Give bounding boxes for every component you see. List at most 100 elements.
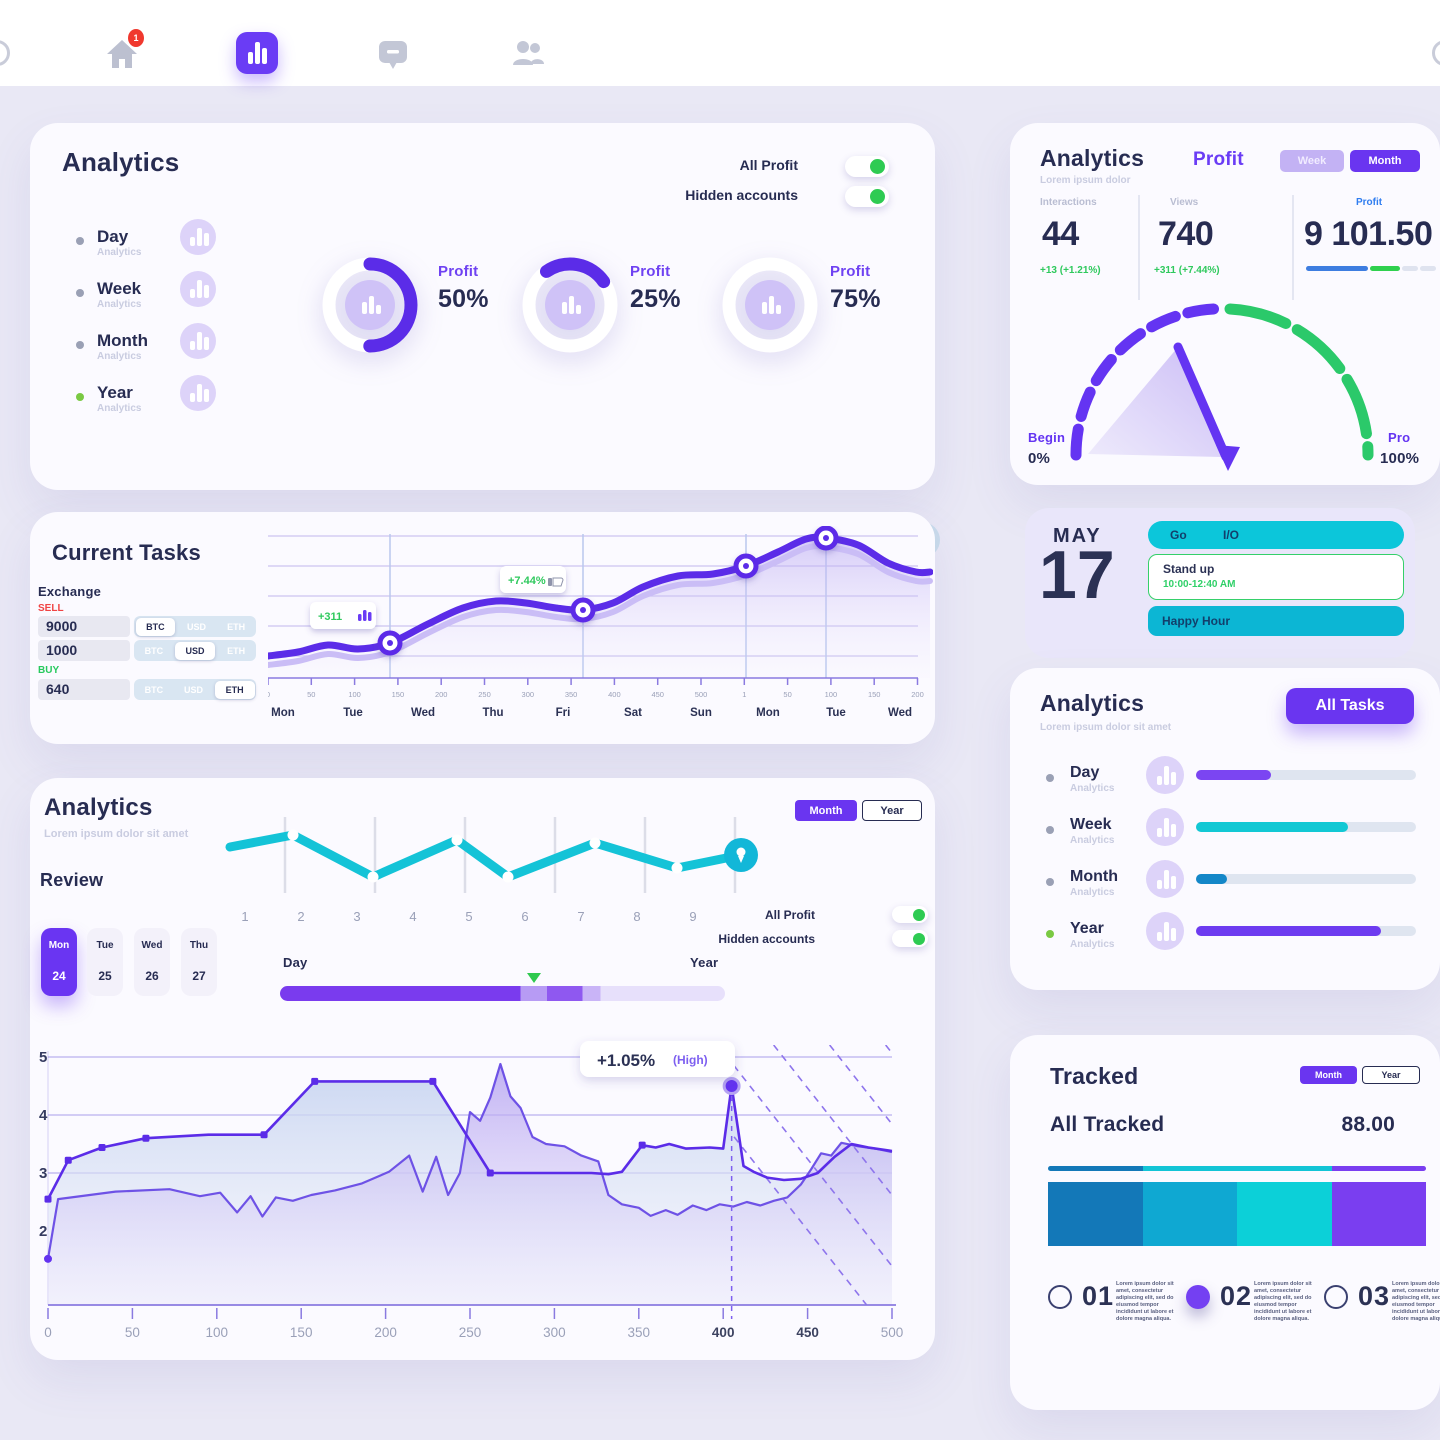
tracked-stacked-bar <box>1048 1182 1426 1246</box>
radio-unselected[interactable] <box>1324 1285 1348 1309</box>
svg-text:0: 0 <box>268 690 270 699</box>
svg-text:2: 2 <box>39 1223 47 1240</box>
users-icon <box>513 41 544 65</box>
day-name: Mon <box>48 940 70 951</box>
svg-text:3: 3 <box>39 1165 47 1182</box>
card-title: Analytics <box>62 147 180 177</box>
event-text: I/O <box>1223 528 1240 542</box>
bar-chart-icon <box>1146 860 1184 898</box>
svg-text:250: 250 <box>459 1325 482 1340</box>
day-card-mon[interactable]: Mon 24 <box>41 928 77 996</box>
svg-text:Tue: Tue <box>826 707 846 719</box>
day-date: 25 <box>98 969 112 983</box>
chat-icon <box>379 41 407 69</box>
task-sub: Analytics <box>1070 835 1115 846</box>
radio-unselected[interactable] <box>1048 1285 1072 1309</box>
currency-option-eth[interactable]: ETH <box>214 680 255 699</box>
hidden-accounts-label: Hidden accounts <box>685 187 798 203</box>
currency-option-btc[interactable]: BTC <box>135 617 176 636</box>
svg-text:4: 4 <box>39 1107 48 1124</box>
divider <box>1292 195 1294 300</box>
stat-delta: +311 (+7.44%) <box>1154 265 1220 276</box>
month-button[interactable]: Month <box>1300 1066 1357 1084</box>
progress-fill <box>1196 926 1381 936</box>
progress-fill <box>1196 874 1227 884</box>
analytics-big-chart: 5 4 3 2 +1.05% (High) 0 50 100 150 200 250 300 350 400… <box>39 1041 904 1340</box>
svg-text:50: 50 <box>783 690 791 699</box>
svg-text:500: 500 <box>881 1325 904 1340</box>
donut-label: Profit <box>438 263 479 280</box>
svg-text:200: 200 <box>374 1325 397 1340</box>
svg-text:350: 350 <box>628 1325 651 1340</box>
bar-chart-icon <box>180 375 216 411</box>
hidden-accounts-label: Hidden accounts <box>718 932 815 946</box>
option-number: 03 <box>1358 1281 1391 1311</box>
period-sub: Analytics <box>97 351 142 362</box>
currency-segmented-3[interactable]: BTC USD ETH <box>134 679 256 700</box>
analytics-review-card: Analytics Lorem ipsum dolor sit amet Mon… <box>30 778 935 1360</box>
bullet-dot <box>76 393 84 401</box>
year-button[interactable]: Year <box>862 800 922 821</box>
currency-segmented-2[interactable]: BTC USD ETH <box>134 640 256 661</box>
day-name: Thu <box>189 940 209 951</box>
hidden-accounts-toggle[interactable] <box>892 930 928 947</box>
donut-label: Profit <box>830 263 871 280</box>
donut-value: 50% <box>438 285 489 313</box>
svg-text:150: 150 <box>392 690 405 699</box>
day-card-thu[interactable]: Thu 27 <box>181 928 217 996</box>
svg-text:150: 150 <box>290 1325 313 1340</box>
profit-donut-50 <box>315 250 425 360</box>
slider-marker[interactable] <box>527 973 541 983</box>
currency-option-usd[interactable]: USD <box>175 641 215 660</box>
month-button[interactable]: Month <box>795 800 857 821</box>
svg-text:+311: +311 <box>318 611 342 623</box>
svg-text:3: 3 <box>353 909 360 924</box>
users-nav-button[interactable] <box>508 33 548 73</box>
currency-segmented-1[interactable]: BTC USD ETH <box>134 616 256 637</box>
currency-option-usd[interactable]: USD <box>184 684 204 695</box>
calendar-event-go[interactable]: Go I/O <box>1148 521 1404 549</box>
all-profit-toggle[interactable] <box>892 906 928 923</box>
svg-text:450: 450 <box>651 690 664 699</box>
all-tasks-button[interactable]: All Tasks <box>1286 688 1414 724</box>
event-text: Go <box>1170 528 1187 542</box>
calendar-event-standup[interactable]: Stand up 10:00-12:40 AM <box>1148 554 1404 600</box>
sell-amount-input-2[interactable]: 1000 <box>38 640 130 661</box>
gauge-pro-label: Pro <box>1388 430 1411 445</box>
week-button[interactable]: Week <box>1280 150 1344 172</box>
bar-chart-icon <box>180 271 216 307</box>
day-card-tue[interactable]: Tue 25 <box>87 928 123 996</box>
currency-option-usd[interactable]: USD <box>187 621 207 632</box>
home-nav-button[interactable]: 1 <box>102 29 144 73</box>
currency-option-btc[interactable]: BTC <box>144 684 164 695</box>
currency-option-eth[interactable]: ETH <box>227 621 246 632</box>
currency-option-btc[interactable]: BTC <box>144 645 164 656</box>
period-slider[interactable] <box>280 973 725 1001</box>
bar-chart-icon <box>1146 808 1184 846</box>
bullet-dot <box>1046 826 1054 834</box>
currency-option-eth[interactable]: ETH <box>227 645 246 656</box>
current-tasks-card: Current Tasks Exchange SELL 9000 BTC USD E… <box>30 512 935 744</box>
buy-amount-input[interactable]: 640 <box>38 679 130 700</box>
all-profit-toggle[interactable] <box>845 156 889 177</box>
year-button[interactable]: Year <box>1362 1066 1420 1084</box>
day-name: Tue <box>96 940 114 951</box>
calendar-event-happy-hour[interactable]: Happy Hour <box>1148 606 1404 636</box>
svg-text:Wed: Wed <box>411 707 435 719</box>
messages-nav-button[interactable] <box>373 33 413 73</box>
gauge-chart <box>1070 303 1374 471</box>
month-button[interactable]: Month <box>1350 150 1420 172</box>
edge-partial-icon <box>0 40 10 66</box>
day-card-wed[interactable]: Wed 26 <box>134 928 170 996</box>
option-number: 02 <box>1220 1281 1253 1311</box>
sell-amount-input-1[interactable]: 9000 <box>38 616 130 637</box>
progress-track <box>1196 874 1416 884</box>
hidden-accounts-toggle[interactable] <box>845 186 889 207</box>
option-text: Lorem ipsum dolor sit amet, consectetur … <box>1392 1281 1440 1322</box>
option-text: Lorem ipsum dolor sit amet, consectetur … <box>1116 1281 1174 1322</box>
period-sub: Analytics <box>97 247 142 258</box>
toggle-knob <box>870 159 885 174</box>
analytics-nav-button[interactable] <box>236 32 278 74</box>
radio-selected[interactable] <box>1186 1285 1210 1309</box>
